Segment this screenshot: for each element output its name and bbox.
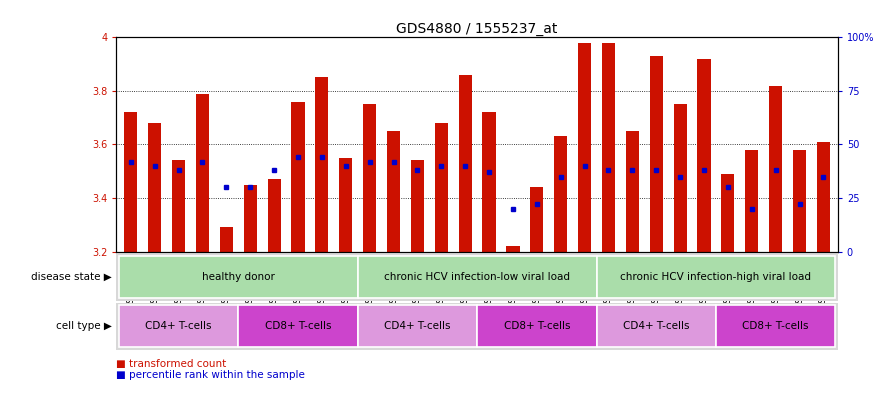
Bar: [459, 75, 472, 252]
Bar: [817, 142, 830, 252]
Bar: [578, 43, 591, 252]
Bar: [721, 174, 735, 252]
Bar: [435, 123, 448, 252]
Bar: [597, 305, 716, 347]
Bar: [674, 104, 686, 252]
Bar: [358, 256, 597, 298]
Text: CD4+ T-cells: CD4+ T-cells: [384, 321, 451, 331]
Text: CD8+ T-cells: CD8+ T-cells: [743, 321, 809, 331]
Text: ■ transformed count: ■ transformed count: [116, 358, 227, 369]
Bar: [238, 305, 358, 347]
Bar: [363, 104, 376, 252]
Bar: [196, 94, 209, 252]
Bar: [625, 131, 639, 252]
Bar: [602, 43, 615, 252]
Bar: [769, 86, 782, 252]
Bar: [220, 228, 233, 252]
Bar: [745, 150, 758, 252]
Bar: [119, 256, 358, 298]
Text: CD8+ T-cells: CD8+ T-cells: [264, 321, 332, 331]
Text: cell type ▶: cell type ▶: [56, 321, 112, 331]
Bar: [125, 112, 137, 252]
Text: chronic HCV infection-low viral load: chronic HCV infection-low viral load: [384, 272, 570, 282]
Bar: [793, 150, 806, 252]
Bar: [268, 179, 280, 252]
Text: disease state ▶: disease state ▶: [31, 272, 112, 282]
Bar: [530, 187, 543, 252]
Text: CD8+ T-cells: CD8+ T-cells: [504, 321, 570, 331]
Bar: [650, 56, 663, 252]
Bar: [506, 246, 520, 252]
Bar: [358, 305, 477, 347]
Title: GDS4880 / 1555237_at: GDS4880 / 1555237_at: [396, 22, 558, 36]
Bar: [340, 158, 352, 252]
Bar: [477, 305, 597, 347]
Bar: [554, 136, 567, 252]
Bar: [482, 112, 495, 252]
Text: CD4+ T-cells: CD4+ T-cells: [623, 321, 690, 331]
Bar: [697, 59, 711, 252]
Bar: [119, 305, 238, 347]
Bar: [315, 77, 329, 252]
Bar: [172, 160, 185, 252]
Bar: [387, 131, 401, 252]
Bar: [148, 123, 161, 252]
Text: ■ percentile rank within the sample: ■ percentile rank within the sample: [116, 370, 306, 380]
Bar: [597, 256, 835, 298]
Bar: [716, 305, 835, 347]
Text: chronic HCV infection-high viral load: chronic HCV infection-high viral load: [620, 272, 812, 282]
Bar: [291, 101, 305, 252]
Text: CD4+ T-cells: CD4+ T-cells: [145, 321, 211, 331]
Bar: [244, 185, 257, 252]
Text: healthy donor: healthy donor: [202, 272, 275, 282]
Bar: [411, 160, 424, 252]
